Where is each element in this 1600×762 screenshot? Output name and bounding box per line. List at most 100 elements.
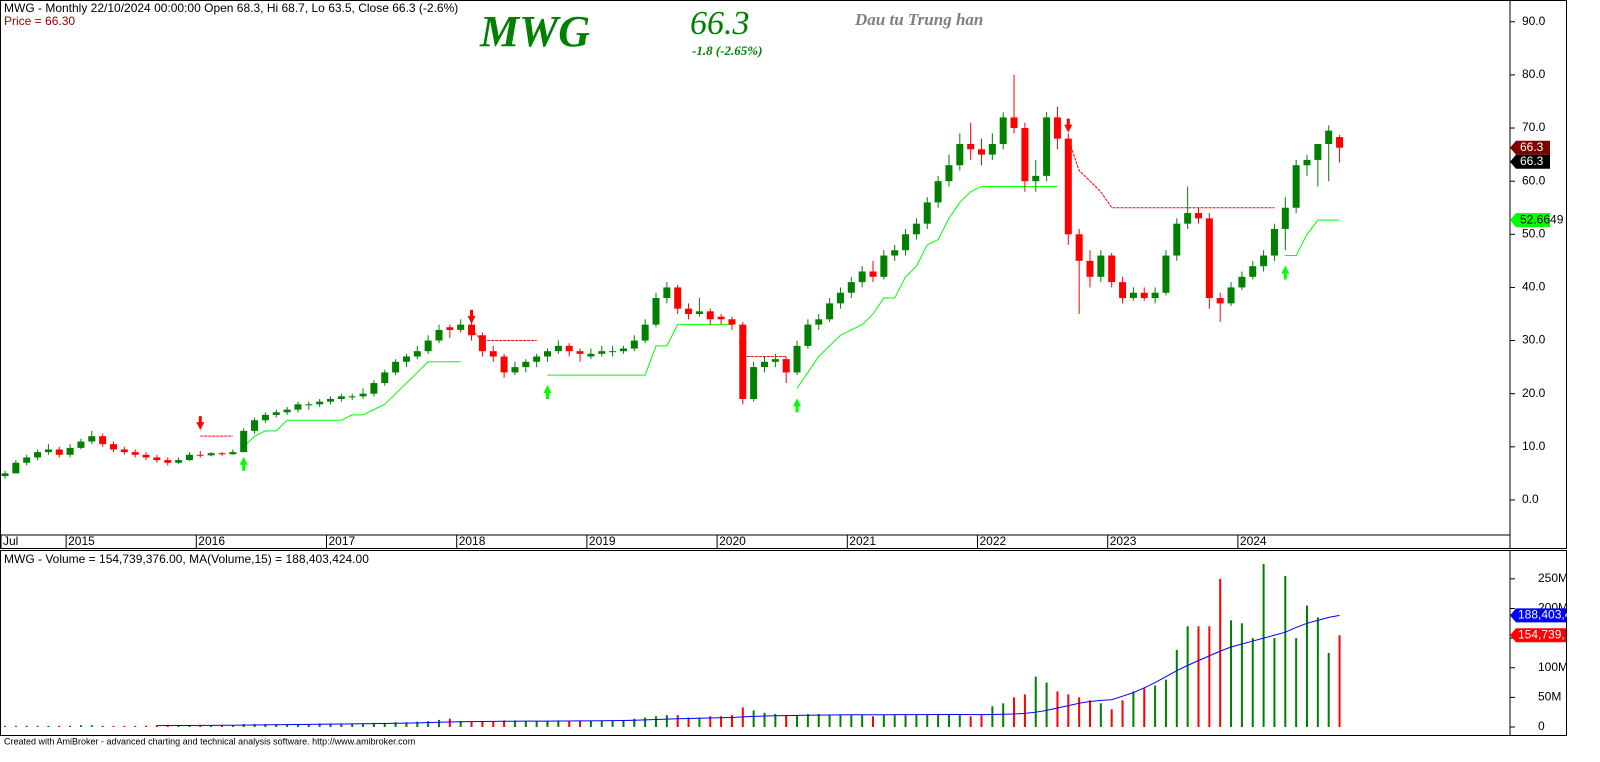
candle-body bbox=[142, 454, 150, 458]
x-tick-label: 2015 bbox=[68, 534, 95, 548]
candle-body bbox=[685, 308, 693, 314]
price-label: Price = 66.30 bbox=[4, 14, 75, 28]
candle-body bbox=[1336, 137, 1344, 148]
volume-bar bbox=[1327, 652, 1330, 727]
candle-body bbox=[1064, 138, 1072, 235]
candle-body bbox=[1184, 213, 1192, 224]
candle-body bbox=[934, 181, 942, 203]
candle-body bbox=[1303, 159, 1311, 166]
candle-body bbox=[804, 324, 812, 346]
volume-bar bbox=[210, 725, 213, 727]
volume-bar bbox=[1099, 703, 1102, 727]
volume-bar bbox=[969, 716, 972, 727]
candle-body bbox=[1216, 298, 1224, 304]
candle-body bbox=[739, 324, 747, 399]
volume-bar bbox=[286, 724, 289, 727]
candle-body bbox=[283, 409, 291, 413]
candle-body bbox=[164, 460, 172, 463]
volume-bar bbox=[535, 721, 538, 727]
volume-bar bbox=[785, 715, 788, 727]
volume-bar bbox=[1338, 635, 1341, 727]
volume-bar bbox=[882, 715, 885, 727]
volume-bar bbox=[730, 715, 733, 727]
sell-arrow bbox=[1064, 118, 1073, 133]
volume-bar bbox=[405, 722, 408, 727]
volume-bar bbox=[340, 723, 343, 727]
volume-bar bbox=[47, 725, 50, 727]
candle-body bbox=[1075, 234, 1083, 261]
volume-tag-label: 188,403,4 bbox=[1518, 608, 1572, 622]
volume-bar bbox=[1240, 623, 1243, 727]
candle-body bbox=[185, 454, 193, 461]
candle-body bbox=[619, 348, 627, 352]
volume-bar bbox=[1197, 626, 1200, 727]
volume-bar bbox=[4, 725, 6, 727]
candle-body bbox=[153, 457, 161, 461]
y-tick-label: 20.0 bbox=[1522, 386, 1546, 400]
volume-bar bbox=[1208, 626, 1211, 727]
volume-bar bbox=[448, 718, 451, 727]
volume-bar bbox=[1023, 694, 1026, 727]
volume-bar bbox=[275, 724, 278, 727]
candle-body bbox=[218, 453, 226, 455]
volume-bar bbox=[622, 719, 625, 727]
volume-bar bbox=[296, 724, 299, 727]
candle-body bbox=[1195, 213, 1202, 219]
candle-body bbox=[902, 234, 910, 251]
candle-body bbox=[793, 345, 801, 373]
candle-body bbox=[1086, 260, 1094, 277]
y-tick-label: 90.0 bbox=[1522, 14, 1546, 28]
volume-bar bbox=[698, 717, 701, 727]
price-tag-label: 66.3 bbox=[1520, 140, 1544, 154]
candle-body bbox=[1205, 218, 1213, 299]
volume-bar bbox=[1175, 649, 1178, 727]
support-line bbox=[243, 185, 1340, 448]
buy-arrow bbox=[1281, 265, 1290, 280]
candle-body bbox=[880, 255, 888, 277]
volume-panel bbox=[0, 550, 1567, 736]
candle-body bbox=[522, 361, 530, 368]
volume-bar bbox=[90, 725, 93, 727]
candle-body bbox=[988, 143, 996, 155]
volume-tag-label: 154,739, bbox=[1518, 627, 1565, 641]
candle-body bbox=[576, 351, 584, 354]
volume-bar bbox=[600, 721, 603, 727]
volume-bar bbox=[1045, 682, 1048, 727]
volume-bar bbox=[806, 713, 809, 727]
candle-body bbox=[912, 223, 920, 235]
candle-body bbox=[836, 292, 844, 304]
volume-bar bbox=[557, 720, 560, 727]
volume-bar bbox=[872, 716, 874, 727]
price-tag bbox=[1510, 140, 1550, 155]
candle-body bbox=[44, 449, 52, 453]
candle-body bbox=[609, 351, 617, 353]
candle-body bbox=[771, 359, 779, 362]
candle-body bbox=[457, 324, 465, 330]
volume-bar bbox=[1110, 709, 1113, 727]
volume-bar bbox=[861, 715, 864, 727]
volume-bar bbox=[774, 713, 777, 727]
candle-body bbox=[327, 398, 334, 402]
volume-bar bbox=[231, 725, 234, 727]
y-tick-label: 40.0 bbox=[1522, 280, 1546, 294]
volume-bar bbox=[438, 719, 440, 727]
volume-bar bbox=[828, 715, 831, 727]
volume-bar bbox=[850, 715, 853, 727]
buy-arrow bbox=[793, 398, 802, 413]
candle-body bbox=[1260, 255, 1268, 267]
candle-body bbox=[359, 393, 367, 397]
x-tick-label: 2017 bbox=[329, 534, 356, 548]
volume-bar bbox=[69, 725, 72, 727]
candle-body bbox=[1249, 266, 1257, 277]
candle-body bbox=[1140, 292, 1148, 299]
volume-bar bbox=[546, 721, 549, 727]
candle-body bbox=[956, 143, 964, 166]
candle-body bbox=[66, 447, 74, 455]
y-tick-label: 0.0 bbox=[1522, 492, 1539, 506]
candle-body bbox=[652, 298, 660, 325]
candle-body bbox=[207, 453, 215, 456]
volume-bar bbox=[796, 715, 799, 727]
candle-body bbox=[99, 436, 107, 445]
y-tick-label: 50M bbox=[1538, 690, 1561, 704]
